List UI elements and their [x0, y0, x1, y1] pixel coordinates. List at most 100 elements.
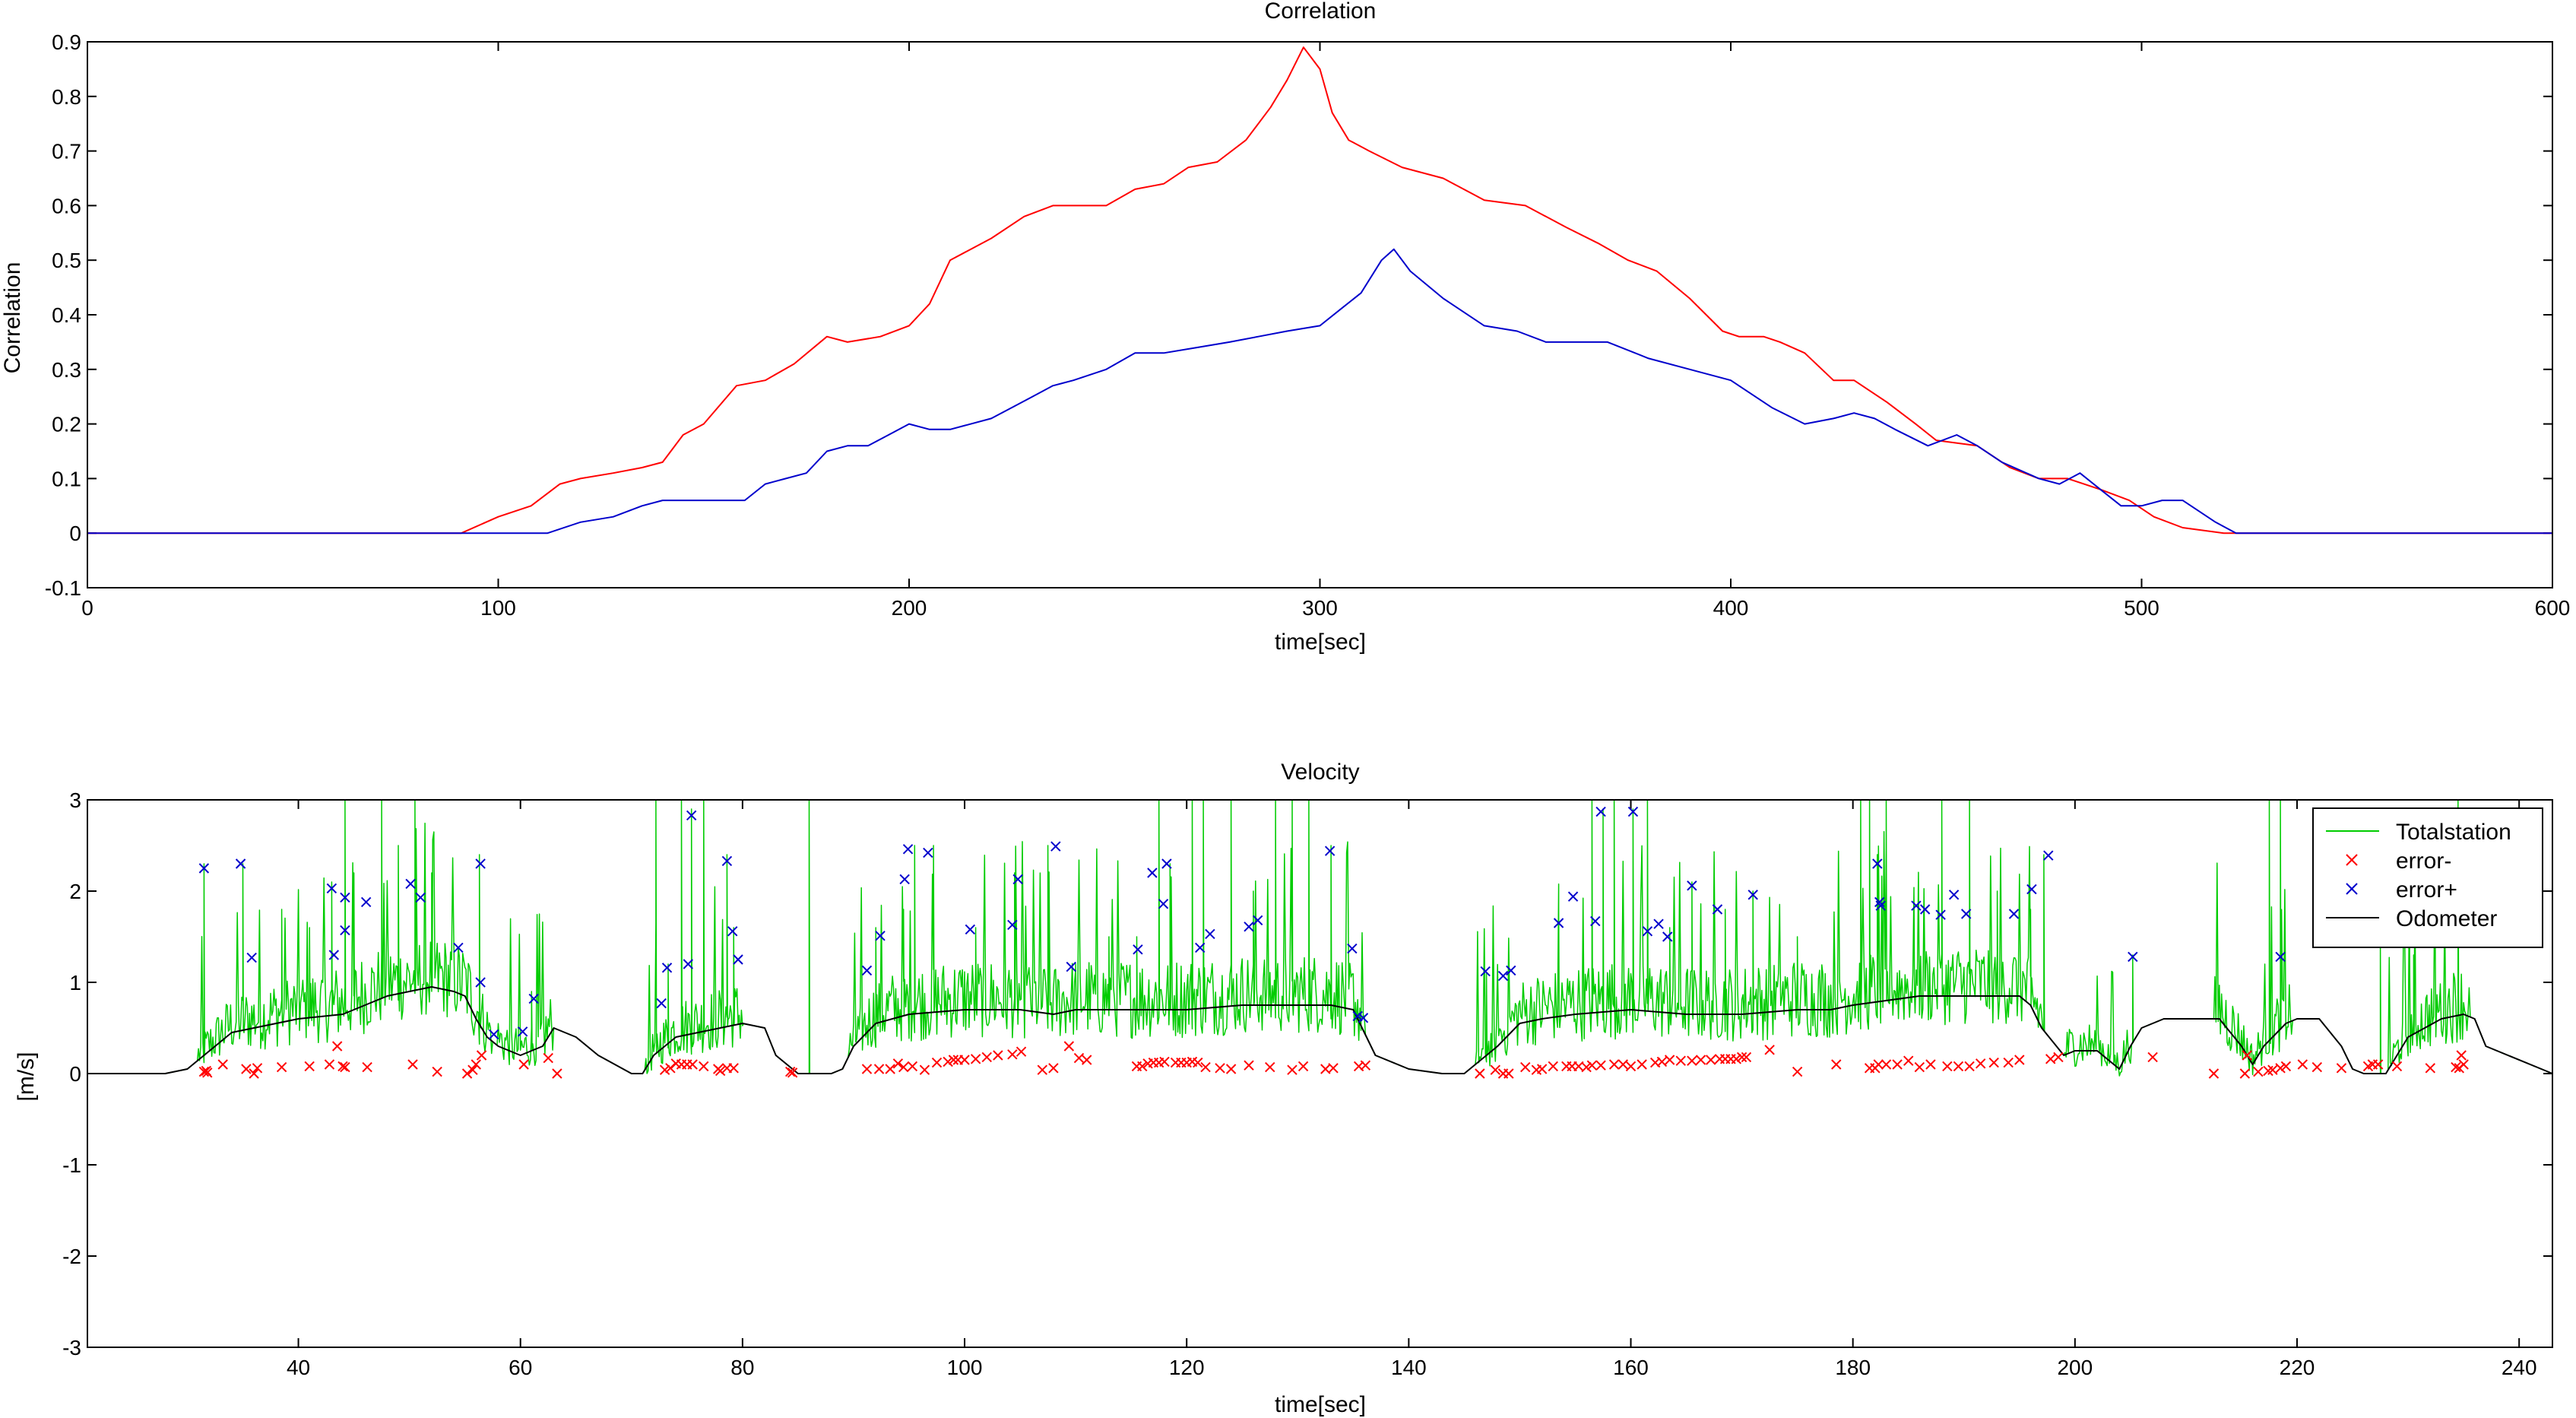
error-plus-marker: [727, 926, 738, 937]
error-minus-marker: [1244, 1060, 1254, 1071]
error-plus-marker: [1662, 931, 1673, 942]
error-minus-marker: [461, 1068, 473, 1079]
error-minus-marker: [699, 1061, 709, 1072]
error-plus-marker: [1324, 845, 1336, 856]
error-plus-marker: [1653, 918, 1664, 929]
error-plus-marker: [923, 847, 933, 858]
error-minus-marker: [552, 1068, 562, 1079]
error-plus-marker: [875, 931, 886, 941]
correlation-ytick-label: 0.2: [52, 413, 81, 436]
error-minus-marker: [276, 1061, 287, 1073]
error-minus-marker: [728, 1063, 739, 1074]
error-minus-marker: [1618, 1059, 1629, 1070]
error-minus-marker: [970, 1054, 981, 1064]
error-minus-marker: [1063, 1041, 1075, 1052]
error-minus-marker: [331, 1041, 343, 1052]
velocity-xtick-label: 220: [2280, 1356, 2315, 1379]
error-minus-marker: [948, 1055, 959, 1065]
velocity-ytick-label: 1: [69, 971, 81, 995]
error-plus-markers: [198, 806, 2286, 1040]
error-plus-marker: [326, 883, 337, 894]
error-plus-marker: [2026, 883, 2037, 895]
error-minus-marker: [993, 1050, 1003, 1061]
error-plus-marker: [405, 878, 416, 890]
correlation-chart-series: [87, 46, 2552, 535]
error-plus-marker: [2043, 850, 2054, 861]
error-plus-marker: [475, 858, 486, 869]
velocity-xtick-label: 120: [1169, 1356, 1205, 1379]
error-plus-marker: [246, 952, 257, 963]
velocity-chart-ticks: 40 60 80 100 120 140 160 180 200 220 240 -3 -2 -1 0 1 2 3: [62, 788, 2552, 1379]
error-minus-marker: [2280, 1061, 2292, 1072]
error-minus-marker: [1073, 1052, 1085, 1064]
error-minus-marker: [340, 1061, 350, 1073]
error-minus-marker: [241, 1064, 252, 1074]
error-minus-marker: [2458, 1059, 2469, 1070]
correlation-xtick-label: 400: [1713, 596, 1749, 620]
error-plus-marker: [1712, 904, 1723, 915]
error-minus-marker: [943, 1056, 953, 1067]
error-minus-marker: [1581, 1061, 1592, 1073]
error-minus-marker: [1705, 1055, 1716, 1065]
error-minus-marker: [2053, 1052, 2064, 1063]
correlation-chart-ylabel: Correlation: [0, 262, 25, 374]
error-minus-marker: [2239, 1068, 2251, 1079]
correlation-chart-xlabel: time[sec]: [1275, 630, 1366, 655]
error-plus-marker: [656, 998, 667, 1009]
correlation-xtick-label: 100: [480, 596, 516, 620]
error-minus-marker: [1881, 1059, 1892, 1070]
error-minus-marker: [476, 1050, 487, 1061]
velocity-xtick-label: 60: [509, 1356, 532, 1379]
error-plus-marker: [340, 925, 350, 936]
error-plus-marker: [198, 863, 210, 874]
error-plus-marker: [328, 950, 340, 960]
odometer-series: [87, 986, 2553, 1074]
error-minus-marker: [2242, 1050, 2252, 1061]
velocity-xtick-label: 80: [730, 1356, 754, 1379]
error-plus-marker: [1875, 900, 1886, 911]
error-minus-marker: [1548, 1061, 1558, 1072]
error-minus-marker: [1695, 1055, 1706, 1065]
error-minus-marker: [2045, 1054, 2056, 1064]
legend-error-minus-x-icon: [2346, 854, 2358, 866]
correlation-xtick-label: 0: [81, 596, 93, 620]
error-minus-marker: [1007, 1049, 1018, 1060]
correlation-ytick-label: 0.3: [52, 358, 81, 382]
error-minus-marker: [1903, 1055, 1914, 1066]
error-minus-marker: [2253, 1066, 2264, 1077]
correlation-ytick-label: 0.6: [52, 194, 81, 217]
error-minus-marker: [1287, 1064, 1298, 1075]
error-plus-marker: [721, 855, 733, 867]
error-minus-marker: [2451, 1061, 2461, 1073]
error-minus-marker: [2311, 1061, 2323, 1073]
error-minus-marker: [1360, 1060, 1371, 1071]
error-minus-marker: [1964, 1061, 1975, 1072]
error-minus-markers: [198, 1041, 2469, 1079]
error-plus-marker: [528, 993, 539, 1004]
error-plus-marker: [1948, 890, 1960, 900]
velocity-ytick-label: 2: [69, 880, 81, 903]
error-minus-marker: [959, 1055, 970, 1065]
error-plus-marker: [1205, 928, 1215, 940]
error-minus-marker: [1595, 1060, 1606, 1071]
error-minus-marker: [1225, 1064, 1237, 1074]
error-plus-marker: [1161, 858, 1172, 869]
error-minus-marker: [1490, 1064, 1501, 1075]
error-minus-marker: [1975, 1058, 1986, 1069]
error-plus-marker: [1244, 922, 1254, 932]
correlation-chart: Correlation time[sec] Correlation 0 100 20…: [0, 0, 2570, 655]
error-minus-marker: [362, 1061, 372, 1073]
error-minus-marker: [2275, 1063, 2286, 1074]
error-minus-marker: [1625, 1061, 1637, 1072]
error-minus-marker: [981, 1052, 992, 1063]
error-plus-marker: [1960, 909, 1972, 919]
error-plus-marker: [1050, 841, 1061, 852]
error-plus-marker: [965, 924, 976, 935]
error-minus-marker: [2147, 1052, 2158, 1063]
error-plus-marker: [1935, 909, 1946, 920]
error-minus-marker: [687, 1059, 698, 1070]
error-plus-marker: [1358, 1013, 1369, 1023]
correlation-series-red: [87, 46, 2552, 535]
error-minus-marker: [202, 1067, 213, 1078]
error-plus-marker: [861, 965, 873, 976]
